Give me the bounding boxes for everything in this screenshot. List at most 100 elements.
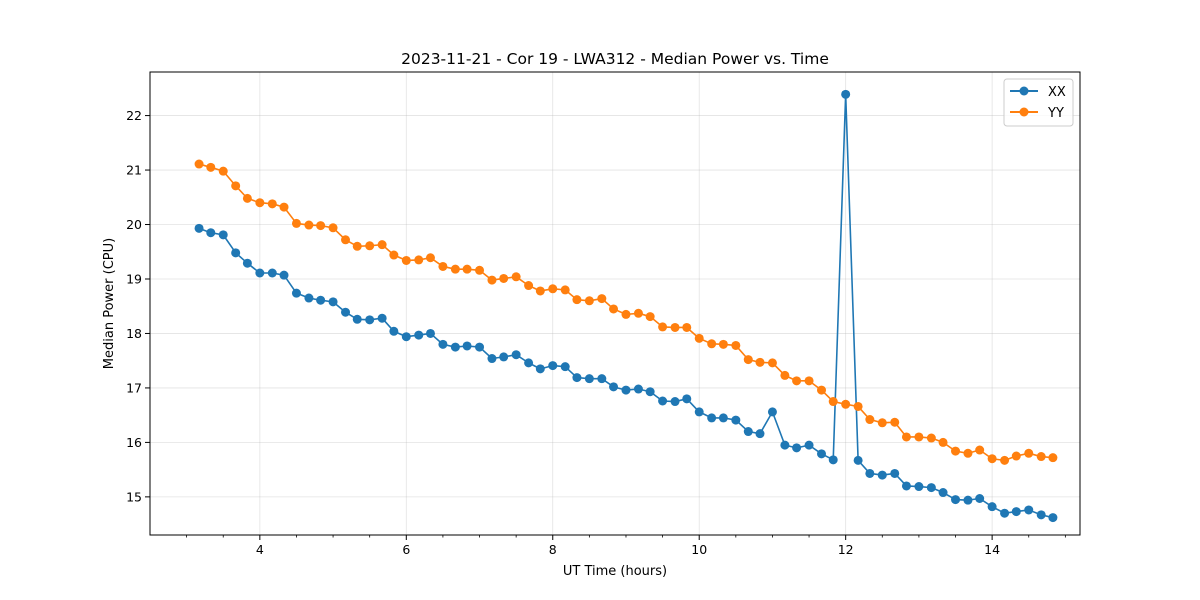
data-point-yy [475, 265, 485, 275]
data-point-yy [670, 322, 680, 332]
data-point-xx [499, 352, 509, 362]
data-point-yy [707, 339, 717, 349]
data-point-xx [718, 413, 728, 423]
data-point-yy [535, 286, 545, 296]
data-point-xx [291, 288, 301, 298]
data-point-yy [365, 241, 375, 251]
data-point-xx [901, 481, 911, 491]
data-point-yy [450, 264, 460, 274]
data-point-yy [975, 445, 985, 455]
data-point-yy [951, 446, 961, 456]
data-point-yy [682, 322, 692, 332]
x-tick-label: 12 [838, 542, 854, 557]
data-point-yy [718, 339, 728, 349]
x-axis-label: UT Time (hours) [563, 564, 667, 579]
data-point-xx [450, 342, 460, 352]
data-point-yy [316, 221, 326, 231]
chart-title: 2023-11-21 - Cor 19 - LWA312 - Median Po… [401, 50, 829, 68]
x-tick-label: 14 [984, 542, 1000, 557]
data-point-xx [780, 440, 790, 450]
data-point-xx [731, 415, 741, 425]
data-point-yy [414, 255, 424, 265]
data-point-xx [804, 440, 814, 450]
data-point-yy [267, 199, 277, 209]
data-point-yy [1011, 451, 1021, 461]
data-point-xx [389, 326, 399, 336]
data-point-yy [817, 385, 827, 395]
data-point-xx [1036, 510, 1046, 520]
data-point-xx [524, 358, 534, 368]
data-point-xx [231, 248, 241, 258]
data-point-xx [548, 361, 558, 371]
data-point-yy [633, 308, 643, 318]
data-point-yy [352, 241, 362, 251]
legend-label-yy: YY [1047, 106, 1064, 121]
data-point-yy [341, 235, 351, 245]
data-point-yy [987, 454, 997, 464]
data-point-yy [963, 448, 973, 458]
data-point-yy [377, 240, 387, 250]
data-point-yy [572, 295, 582, 305]
y-tick-label: 16 [126, 435, 142, 450]
data-point-xx [462, 341, 472, 351]
data-point-yy [767, 358, 777, 368]
legend-label-xx: XX [1048, 85, 1066, 100]
data-point-yy [731, 340, 741, 350]
data-point-yy [901, 432, 911, 442]
data-point-xx [511, 350, 521, 360]
data-point-yy [438, 261, 448, 271]
data-point-yy [548, 284, 558, 294]
data-point-xx [535, 364, 545, 374]
y-tick-label: 22 [126, 108, 142, 123]
data-point-xx [365, 315, 375, 325]
data-point-yy [621, 309, 631, 319]
data-point-yy [926, 433, 936, 443]
data-point-yy [328, 223, 338, 233]
data-point-yy [743, 355, 753, 365]
data-point-xx [572, 373, 582, 383]
data-point-xx [658, 396, 668, 406]
data-point-yy [853, 401, 863, 411]
data-point-xx [633, 384, 643, 394]
data-point-xx [975, 494, 985, 504]
data-point-yy [877, 418, 887, 428]
data-point-xx [707, 413, 717, 423]
data-point-xx [963, 495, 973, 505]
x-tick-label: 10 [691, 542, 707, 557]
data-point-xx [853, 455, 863, 465]
legend: XX YY [1003, 78, 1074, 127]
data-point-xx [914, 482, 924, 492]
data-point-yy [938, 437, 948, 447]
data-point-xx [560, 362, 570, 372]
data-point-yy [218, 166, 228, 176]
data-point-yy [1000, 455, 1010, 465]
x-tick-label: 6 [402, 542, 410, 557]
data-point-xx [670, 397, 680, 407]
y-tick-label: 15 [126, 489, 142, 504]
data-point-xx [401, 332, 411, 342]
data-point-yy [304, 220, 314, 230]
data-point-yy [242, 193, 252, 203]
data-point-xx [377, 313, 387, 323]
data-point-yy [914, 432, 924, 442]
data-point-xx [267, 268, 277, 278]
data-point-yy [401, 255, 411, 265]
data-point-xx [438, 339, 448, 349]
data-point-xx [1000, 508, 1010, 518]
data-point-yy [1024, 448, 1034, 458]
data-point-xx [218, 230, 228, 240]
data-point-yy [462, 264, 472, 274]
data-point-xx [341, 307, 351, 317]
data-point-xx [1048, 513, 1058, 523]
data-point-yy [755, 357, 765, 367]
data-point-yy [1048, 453, 1058, 463]
data-point-xx [255, 268, 265, 278]
x-tick-label: 4 [256, 542, 264, 557]
data-point-xx [743, 427, 753, 437]
data-point-yy [658, 322, 668, 332]
data-point-yy [511, 272, 521, 282]
legend-marker-xx [1019, 86, 1029, 96]
data-point-xx [755, 429, 765, 439]
data-point-yy [425, 253, 435, 263]
